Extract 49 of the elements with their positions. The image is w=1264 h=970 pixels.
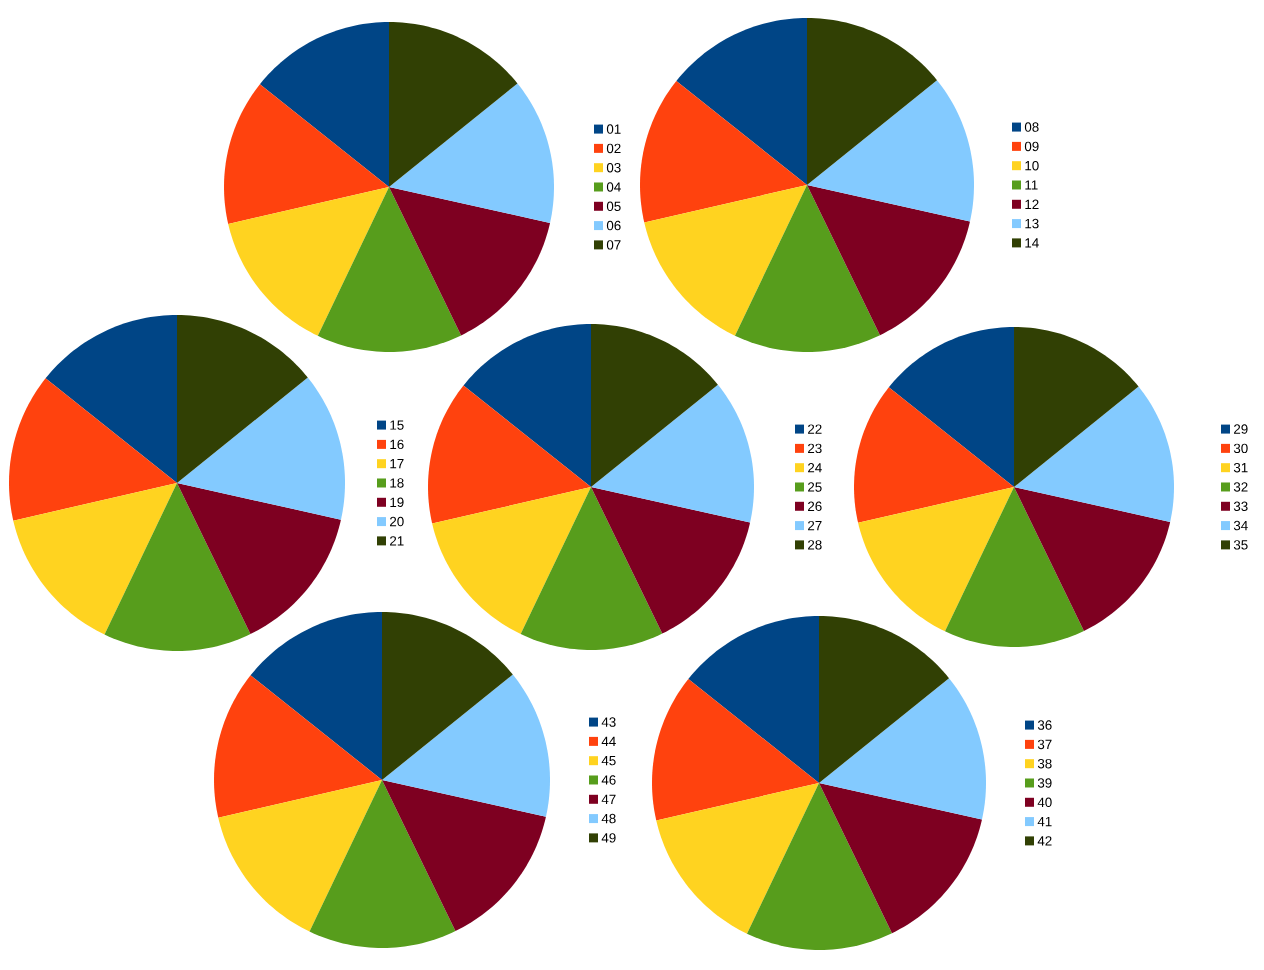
legend-label: 05 xyxy=(606,201,621,212)
legend-label: 13 xyxy=(1025,218,1039,229)
legend-label: 49 xyxy=(601,833,616,843)
legend-label: 18 xyxy=(390,478,404,488)
legend-label: 40 xyxy=(1037,797,1052,808)
legend-label: 14 xyxy=(1025,238,1039,248)
legend-label: 44 xyxy=(601,736,616,746)
legend-label: 37 xyxy=(1037,739,1052,750)
legend-label: 08 xyxy=(1024,122,1039,132)
legend-label: 04 xyxy=(606,182,621,192)
legend-label: 41 xyxy=(1037,816,1052,827)
legend-label: 28 xyxy=(808,540,822,550)
legend-label: 34 xyxy=(1233,520,1248,531)
legend-label: 21 xyxy=(390,536,404,546)
legend-label: 43 xyxy=(601,717,616,727)
legend-label: 20 xyxy=(390,516,404,527)
legend-label: 48 xyxy=(601,813,616,824)
legend-label: 09 xyxy=(1024,141,1039,152)
legend-label: 07 xyxy=(606,240,621,250)
legend-label: 12 xyxy=(1025,199,1039,209)
legend-label: 45 xyxy=(601,756,616,766)
legend-label: 23 xyxy=(808,443,822,454)
legend-label: 22 xyxy=(808,424,822,434)
legend-label: 32 xyxy=(1233,482,1248,492)
legend-label: 30 xyxy=(1233,443,1248,454)
legend-label: 29 xyxy=(1234,424,1248,434)
legend-label: 16 xyxy=(390,439,404,450)
legend-label: 19 xyxy=(390,497,404,508)
legend-label: 36 xyxy=(1037,720,1052,730)
legend-label: 38 xyxy=(1037,758,1052,769)
legend-label: 06 xyxy=(606,220,621,231)
legend-label: 15 xyxy=(390,420,404,430)
legend-label: 25 xyxy=(808,482,822,492)
legend-label: 46 xyxy=(601,775,616,785)
legend-label: 10 xyxy=(1025,160,1039,171)
legend-label: 03 xyxy=(606,162,621,173)
legend-label: 33 xyxy=(1233,501,1248,512)
legend-label: 26 xyxy=(808,501,822,512)
legend-label: 42 xyxy=(1037,836,1052,846)
legend-label: 39 xyxy=(1037,778,1052,788)
legend-label: 11 xyxy=(1025,180,1038,190)
legend-label: 01 xyxy=(606,124,621,134)
legend-label: 27 xyxy=(808,520,822,531)
legend-label: 02 xyxy=(606,143,621,154)
legend-label: 31 xyxy=(1233,462,1248,473)
legend-label: 35 xyxy=(1233,540,1248,550)
legend-label: 24 xyxy=(808,463,822,473)
legend-label: 47 xyxy=(601,794,616,804)
legend-label: 17 xyxy=(390,459,404,469)
